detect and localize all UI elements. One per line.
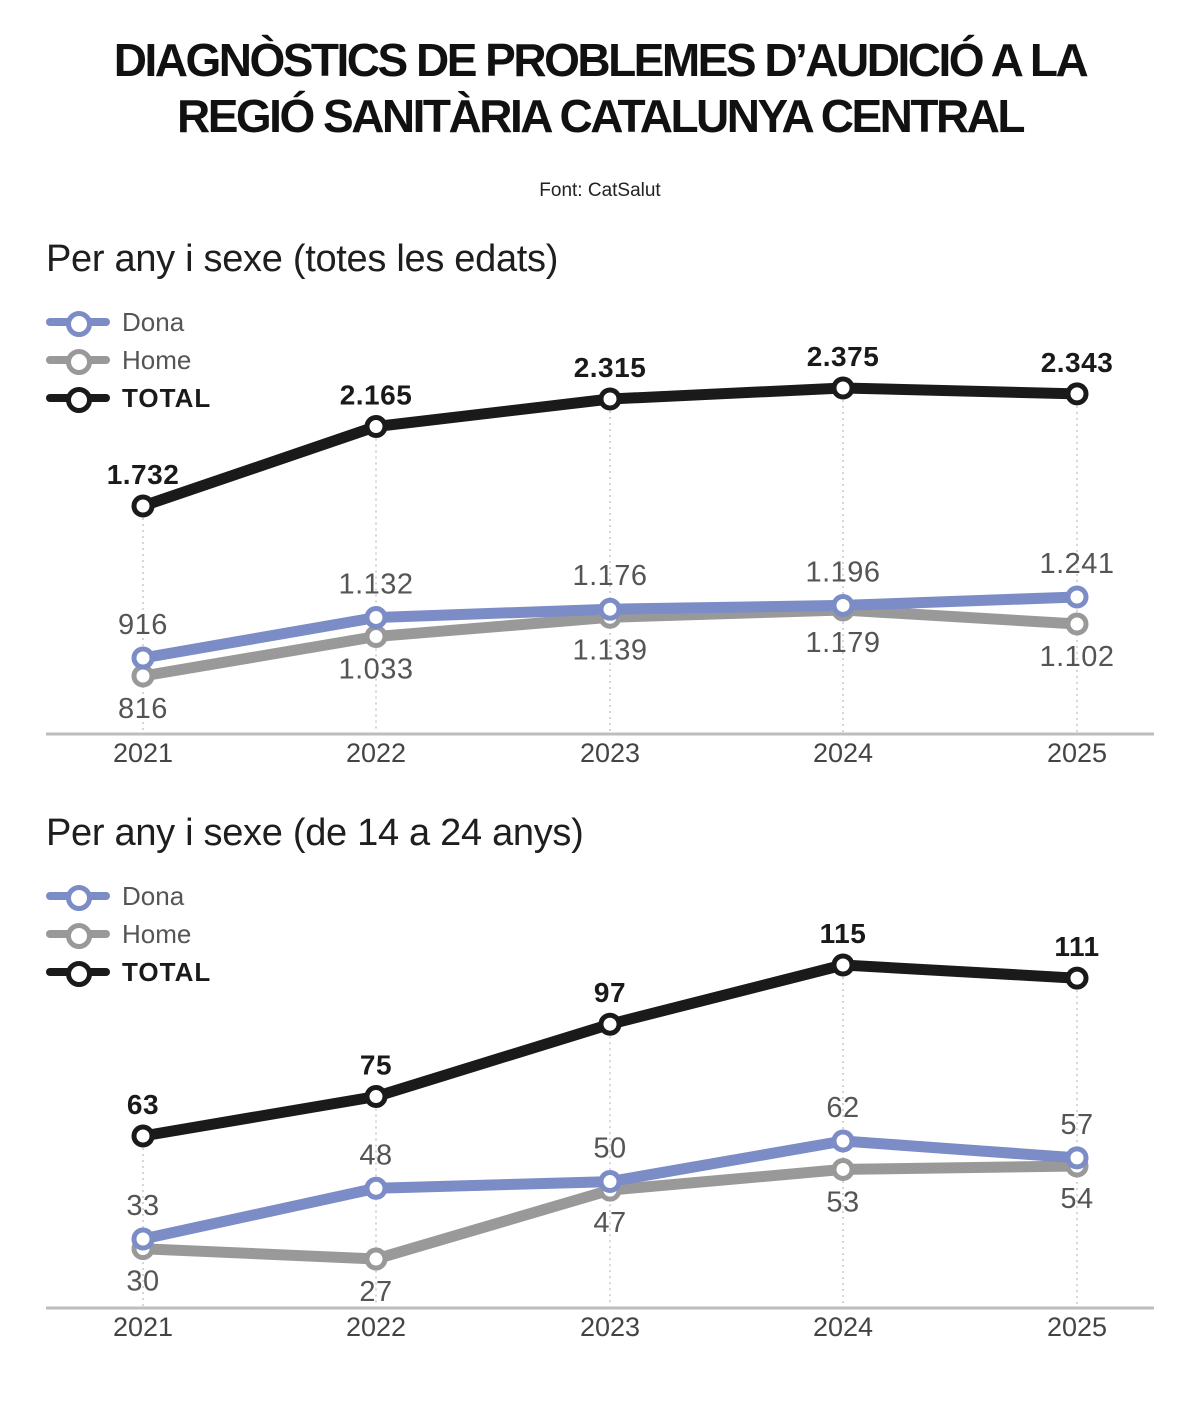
data-label-home: 816 [118, 693, 168, 725]
data-label-total: 75 [360, 1050, 392, 1081]
data-point-dona [1065, 1146, 1089, 1170]
data-label-home: 54 [1060, 1183, 1093, 1215]
x-tick-label: 2023 [580, 738, 640, 768]
data-label-home: 47 [593, 1207, 626, 1239]
x-tick-label: 2025 [1047, 1312, 1107, 1342]
data-label-dona: 33 [126, 1190, 159, 1222]
data-label-dona: 48 [359, 1139, 392, 1171]
data-label-total: 1.732 [107, 459, 180, 490]
legend-label-dona: Dona [122, 306, 185, 337]
data-point-total [598, 387, 622, 411]
chart1-legend: Dona Home TOTAL [46, 303, 211, 417]
data-point-dona [831, 1129, 855, 1153]
title-line-2: REGIÓ SANITÀRIA CATALUNYA CENTRAL [176, 90, 1026, 142]
data-point-dona [364, 1176, 388, 1200]
data-label-total: 111 [1054, 931, 1099, 962]
data-label-total: 2.165 [340, 380, 413, 411]
x-tick-label: 2021 [113, 738, 173, 768]
legend-label-home: Home [122, 918, 192, 949]
x-tick-label: 2022 [346, 738, 406, 768]
legend-label-home: Home [122, 344, 192, 375]
data-point-total [831, 376, 855, 400]
data-point-total [598, 1012, 622, 1036]
data-label-home: 1.033 [338, 654, 413, 686]
x-tick-label: 2022 [346, 1312, 406, 1342]
data-label-dona: 1.196 [805, 556, 880, 588]
x-tick-label: 2025 [1047, 738, 1107, 768]
data-point-home [364, 1247, 388, 1271]
data-label-dona: 50 [593, 1133, 626, 1165]
data-point-dona [831, 593, 855, 617]
legend-swatch-home [46, 348, 112, 375]
legend-item-total: TOTAL [46, 953, 211, 991]
chart1-subtitle: Per any i sexe (totes les edats) [46, 238, 559, 280]
legend-swatch-total [46, 960, 112, 987]
chart-title: DIAGNÒSTICS DE PROBLEMES D’AUDICIÓ A LA … [0, 32, 1200, 144]
chart2-subtitle: Per any i sexe (de 14 a 24 anys) [46, 812, 584, 854]
legend-label-dona: Dona [122, 880, 185, 911]
title-line-1: DIAGNÒSTICS DE PROBLEMES D’AUDICIÓ A LA [113, 34, 1089, 86]
data-point-total [1065, 966, 1089, 990]
data-label-home: 27 [359, 1276, 392, 1308]
data-point-total [131, 494, 155, 518]
data-point-dona [131, 1227, 155, 1251]
data-point-dona [598, 1170, 622, 1194]
legend-swatch-dona [46, 310, 112, 337]
chart2-plot: 2021 2022 2023 2024 2025 33 48 50 62 57 30 27 47 53 54… [46, 918, 1154, 1342]
chart1-plot: 2021 2022 2023 2024 2025 916 1.132 1.176 1.196 1.… [46, 341, 1154, 768]
legend-swatch-total [46, 386, 112, 413]
x-tick-label: 2023 [580, 1312, 640, 1342]
legend-label-total: TOTAL [122, 382, 212, 413]
data-label-total: 2.315 [574, 352, 647, 383]
data-point-dona [131, 646, 155, 670]
legend-item-dona: Dona [46, 303, 211, 341]
x-tick-label: 2021 [113, 1312, 173, 1342]
legend-item-home: Home [46, 915, 211, 953]
data-label-dona: 1.176 [572, 560, 647, 592]
legend-swatch-dona [46, 884, 112, 911]
data-point-home [364, 625, 388, 649]
data-point-total [364, 1085, 388, 1109]
data-label-home: 53 [826, 1186, 859, 1218]
data-point-dona [364, 605, 388, 629]
data-label-total: 2.343 [1041, 347, 1114, 378]
data-point-dona [1065, 585, 1089, 609]
x-tick-label: 2024 [813, 1312, 873, 1342]
data-point-total [831, 953, 855, 977]
legend-label-total: TOTAL [122, 956, 212, 987]
data-label-total: 115 [820, 918, 867, 949]
data-label-total: 97 [594, 977, 626, 1008]
data-label-dona: 57 [1060, 1109, 1093, 1141]
data-point-total [1065, 382, 1089, 406]
data-label-home: 30 [126, 1266, 159, 1298]
data-label-dona: 916 [118, 609, 168, 641]
data-point-total [364, 415, 388, 439]
data-label-home: 1.179 [805, 627, 880, 659]
data-label-total: 63 [127, 1089, 159, 1120]
legend-item-total: TOTAL [46, 379, 211, 417]
data-point-home [131, 664, 155, 688]
data-point-home [1065, 612, 1089, 636]
data-point-home [831, 1157, 855, 1181]
chart2-legend: Dona Home TOTAL [46, 877, 211, 991]
source-note: Font: CatSalut [539, 180, 661, 201]
legend-item-dona: Dona [46, 877, 211, 915]
data-point-total [131, 1124, 155, 1148]
data-label-home: 1.139 [572, 634, 647, 666]
data-label-total: 2.375 [807, 341, 880, 372]
data-label-home: 1.102 [1039, 641, 1114, 673]
legend-swatch-home [46, 922, 112, 949]
data-label-dona: 1.241 [1039, 548, 1114, 580]
x-tick-label: 2024 [813, 738, 873, 768]
data-point-dona [598, 597, 622, 621]
data-label-dona: 62 [826, 1092, 859, 1124]
data-label-dona: 1.132 [338, 568, 413, 600]
legend-item-home: Home [46, 341, 211, 379]
